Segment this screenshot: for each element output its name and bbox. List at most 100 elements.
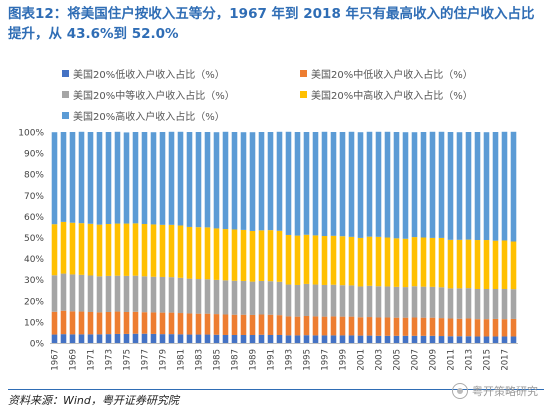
bar-segment-low [141,333,148,343]
bar-segment-mid [420,286,427,318]
bar-segment-midhigh [366,236,373,286]
bar-segment-mid [402,287,409,318]
bar-segment-high [51,132,58,225]
source-note: 资料来源：Wind，粤开证券研究院 [8,394,179,407]
bar-segment-midhigh [195,227,202,280]
bar-segment-mid [429,286,436,318]
bar-segment-midhigh [249,230,256,282]
x-tick-label: 1991 [267,349,277,371]
bar-segment-high [249,132,256,231]
bar-segment-low [159,334,166,343]
y-tick-label: 10% [24,318,44,328]
bar-segment-low [501,336,508,343]
bar-segment-midlow [240,314,247,335]
bar-segment-mid [105,275,112,312]
bar-segment-mid [411,286,418,318]
bar-segment-mid [60,273,67,311]
bar-segment-low [114,333,121,343]
legend-label-high: 美国20%高收入户收入占比（%） [73,112,225,123]
bar-segment-high [501,131,508,241]
bar-segment-low [69,334,76,343]
bar-segment-midhigh [114,223,121,276]
bar-segment-midlow [339,316,346,336]
bar-segment-high [177,131,184,226]
bar-segment-low [456,336,463,343]
bar-segment-low [330,335,337,343]
bar-segment-midlow [465,318,472,337]
bar-segment-mid [276,281,283,316]
bar-segment-high [375,131,382,237]
bar-segment-midhigh [474,240,481,289]
x-tick-label: 1981 [177,349,187,371]
bar-segment-high [150,132,157,225]
bar-segment-midhigh [384,237,391,287]
bar-segment-midhigh [312,235,319,285]
bar-segment-low [249,334,256,343]
bar-segment-high [474,132,481,241]
legend-label-midhigh: 美国20%中高收入户收入占比（%） [311,91,473,102]
bar-segment-mid [186,278,193,314]
bar-segment-high [330,132,337,236]
bar-segment-midhigh [87,223,94,276]
bar-segment-midlow [132,311,139,334]
x-tick-label: 2001 [357,349,367,371]
bar-segment-high [213,132,220,229]
bar-segment-high [204,132,211,228]
bar-segment-high [321,131,328,237]
bar-segment-midhigh [465,239,472,289]
y-tick-label: 70% [24,192,44,202]
x-tick-label: 1983 [195,349,205,371]
bar-segment-mid [474,288,481,320]
bar-segment-low [321,335,328,343]
bar-segment-mid [222,280,229,315]
bar-segment-midhigh [213,228,220,280]
bar-segment-low [96,334,103,343]
bar-segment-low [276,334,283,343]
bar-segment-high [240,132,247,230]
bar-segment-midhigh [501,240,508,289]
bar-segment-high [294,132,301,236]
bar-segment-midlow [357,317,364,336]
bar-segment-high [114,131,121,224]
bar-segment-high [303,132,310,235]
y-tick-label: 20% [24,297,44,307]
bar-segment-midlow [348,316,355,336]
bar-segment-midhigh [96,224,103,277]
bar-segment-low [87,334,94,343]
bar-segment-midlow [429,317,436,336]
bar-segment-mid [69,274,76,312]
bar-segment-midhigh [510,241,517,290]
bar-segment-midhigh [51,224,58,276]
bar-segment-high [222,131,229,230]
bar-segment-midhigh [492,240,499,289]
bar-segment-midhigh [276,230,283,282]
bar-segment-high [429,131,436,238]
y-tick-label: 30% [24,276,44,286]
bar-segment-high [438,131,445,238]
bar-segment-mid [330,284,337,317]
bar-segment-mid [510,289,517,319]
bar-segment-high [159,132,166,225]
bar-segment-mid [168,277,175,313]
bar-segment-midlow [384,317,391,336]
bar-segment-high [105,132,112,224]
bar-segment-high [231,132,238,230]
bar-segment-midlow [222,314,229,335]
bar-segment-low [150,333,157,343]
bar-segment-low [384,335,391,343]
bar-segment-mid [339,285,346,317]
bar-segment-midlow [366,317,373,336]
bar-segment-midhigh [447,239,454,289]
bar-segment-low [312,335,319,343]
bar-segment-high [465,132,472,240]
bar-segment-high [285,131,292,235]
x-tick-label: 2009 [429,349,439,371]
bar-segment-low [231,334,238,343]
bar-segment-mid [132,275,139,312]
bar-segment-mid [294,284,301,317]
bar-segment-midlow [474,319,481,337]
bar-segment-mid [114,275,121,312]
legend-item-midlow: 美国20%中低收入户收入占比（%） [300,66,473,81]
bar-segment-low [132,333,139,343]
